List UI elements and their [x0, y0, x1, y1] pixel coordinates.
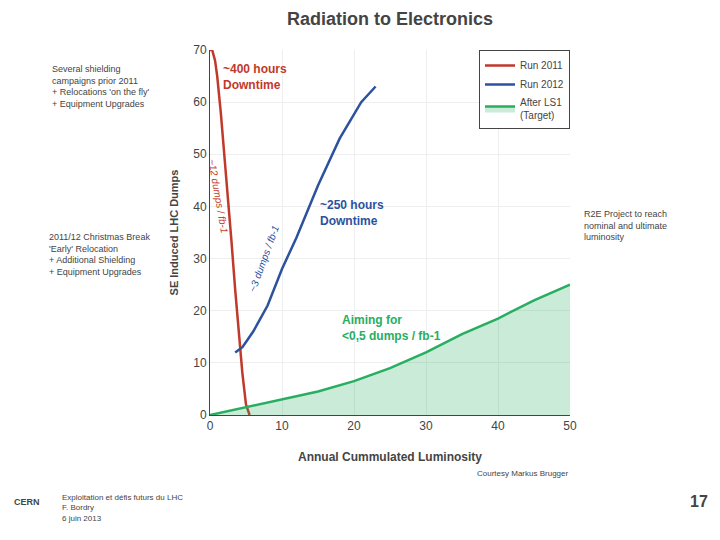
svg-text:~250 hoursDowntime: ~250 hoursDowntime: [320, 198, 384, 228]
svg-text:Exploitation et défis futurs d: Exploitation et défis futurs du LHCF. Bo…: [62, 493, 183, 523]
svg-text:20: 20: [347, 419, 361, 433]
svg-text:~3 dumps / fb-1: ~3 dumps / fb-1: [247, 224, 281, 293]
svg-text:Radiation to Electronics: Radiation to Electronics: [287, 9, 493, 29]
svg-text:70: 70: [193, 43, 207, 57]
svg-text:30: 30: [193, 252, 207, 266]
svg-text:50: 50: [193, 147, 207, 161]
svg-text:CERN: CERN: [14, 497, 40, 507]
svg-text:40: 40: [193, 200, 207, 214]
svg-text:10: 10: [193, 356, 207, 370]
svg-text:10: 10: [275, 419, 289, 433]
svg-text:Annual Cummulated Luminosity: Annual Cummulated Luminosity: [298, 450, 482, 464]
svg-text:Several shieldingcampaigns pri: Several shieldingcampaigns prior 2011+ R…: [52, 64, 150, 109]
svg-text:40: 40: [491, 419, 505, 433]
svg-text:Run 2011: Run 2011: [520, 60, 563, 71]
svg-text:20: 20: [193, 304, 207, 318]
svg-text:2011/12 Christmas Break'Early': 2011/12 Christmas Break'Early' Relocatio…: [49, 232, 150, 277]
svg-text:0: 0: [200, 408, 207, 422]
svg-text:17: 17: [690, 493, 708, 510]
svg-text:After LS1(Target): After LS1(Target): [520, 97, 562, 121]
svg-text:60: 60: [193, 95, 207, 109]
svg-text:0: 0: [207, 419, 214, 433]
svg-text:Aiming for<0,5 dumps / fb-1: Aiming for<0,5 dumps / fb-1: [342, 313, 441, 343]
svg-text:50: 50: [563, 419, 577, 433]
svg-text:Courtesy Markus Brugger: Courtesy Markus Brugger: [477, 469, 568, 478]
svg-text:R2E Project to reachnominal an: R2E Project to reachnominal and ultimate…: [584, 209, 667, 242]
svg-text:Run 2012: Run 2012: [520, 79, 564, 90]
svg-text:~400 hoursDowntime: ~400 hoursDowntime: [223, 62, 287, 92]
svg-text:~12 dumps / fb-1: ~12 dumps / fb-1: [206, 158, 230, 234]
svg-text:SE Induced LHC Dumps: SE Induced LHC Dumps: [168, 170, 180, 296]
svg-text:30: 30: [419, 419, 433, 433]
